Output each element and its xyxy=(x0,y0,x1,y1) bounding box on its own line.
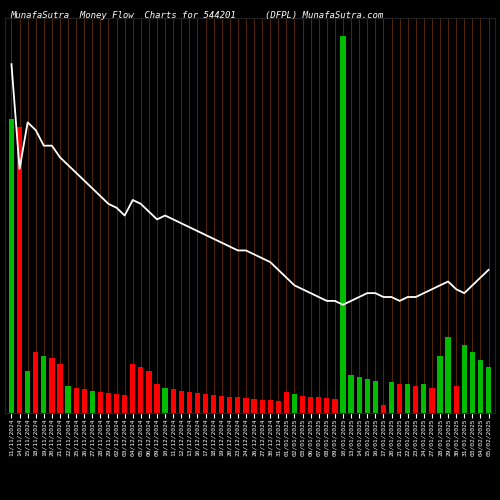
Bar xyxy=(332,399,338,412)
Bar xyxy=(397,384,402,412)
Bar xyxy=(413,386,418,412)
Bar xyxy=(106,393,111,412)
Bar xyxy=(372,380,378,412)
Bar xyxy=(90,390,95,412)
Bar xyxy=(74,388,79,412)
Bar xyxy=(244,398,248,412)
Bar xyxy=(130,364,136,412)
Bar xyxy=(268,400,273,412)
Bar xyxy=(405,384,410,412)
Bar xyxy=(25,371,30,412)
Bar xyxy=(211,395,216,412)
Bar xyxy=(486,368,491,412)
Bar xyxy=(252,399,256,412)
Bar xyxy=(186,392,192,412)
Bar xyxy=(430,388,434,412)
Bar xyxy=(348,375,354,412)
Bar xyxy=(50,358,54,412)
Bar xyxy=(235,398,240,412)
Bar xyxy=(82,389,87,412)
Bar xyxy=(324,398,330,412)
Bar xyxy=(292,394,297,412)
Bar xyxy=(9,119,14,412)
Bar xyxy=(421,384,426,412)
Bar xyxy=(154,384,160,412)
Bar xyxy=(454,386,459,412)
Bar xyxy=(364,378,370,412)
Bar xyxy=(114,394,119,412)
Bar xyxy=(438,356,442,412)
Bar xyxy=(178,390,184,412)
Bar xyxy=(203,394,208,412)
Bar xyxy=(162,388,168,412)
Bar xyxy=(389,382,394,412)
Bar xyxy=(478,360,483,412)
Bar xyxy=(41,356,46,412)
Bar xyxy=(276,401,281,412)
Bar xyxy=(66,386,70,412)
Bar xyxy=(227,396,232,412)
Bar xyxy=(308,396,314,412)
Bar xyxy=(340,36,345,412)
Bar xyxy=(17,126,22,412)
Bar xyxy=(284,392,289,412)
Bar xyxy=(170,389,176,412)
Bar xyxy=(58,364,62,412)
Bar xyxy=(356,377,362,412)
Text: (DFPL) MunafaSutra.com: (DFPL) MunafaSutra.com xyxy=(265,11,384,20)
Bar xyxy=(98,392,103,412)
Bar xyxy=(260,400,265,412)
Text: MunafaSutra  Money Flow  Charts for 544201: MunafaSutra Money Flow Charts for 544201 xyxy=(10,11,236,20)
Bar xyxy=(138,368,143,412)
Bar xyxy=(146,371,152,412)
Bar xyxy=(446,338,450,412)
Bar xyxy=(219,396,224,412)
Bar xyxy=(316,398,322,412)
Bar xyxy=(195,393,200,412)
Bar xyxy=(470,352,475,412)
Bar xyxy=(33,352,38,412)
Bar xyxy=(462,345,467,412)
Bar xyxy=(300,396,305,412)
Bar xyxy=(122,395,128,412)
Bar xyxy=(381,405,386,412)
